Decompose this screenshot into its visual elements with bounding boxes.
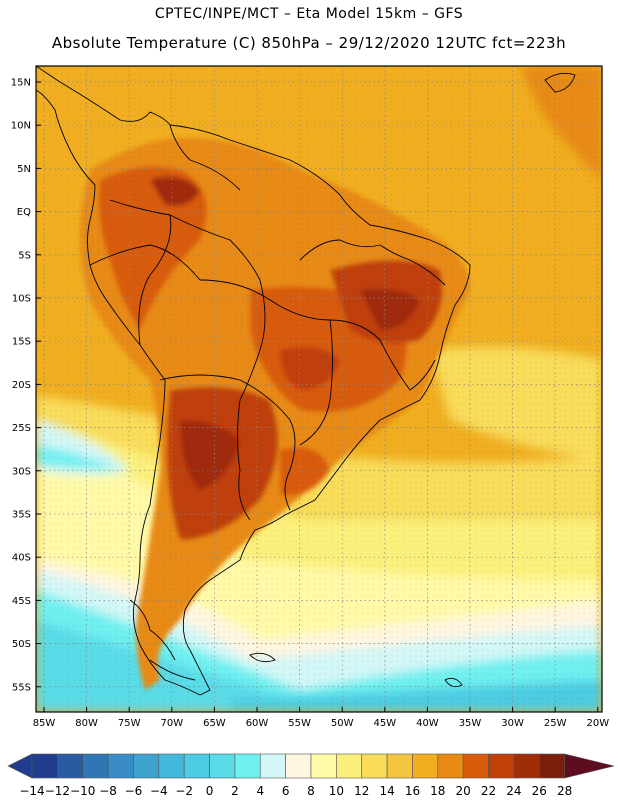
lon-label: 65W [203,718,226,729]
lon-label: 45W [373,718,396,729]
colorbar-arrow-low [7,753,33,779]
colorbar-swatch [462,753,489,779]
colorbar-swatch [437,753,464,779]
lat-label: 10N [11,121,31,132]
colorbar-label: −10 [70,784,95,798]
colorbar-swatch [412,753,439,779]
colorbar-swatch [310,753,337,779]
lat-label: 5N [17,164,31,175]
lon-label: 80W [75,718,98,729]
lat-label: 25S [12,423,31,434]
colorbar-swatch [259,753,286,779]
colorbar-label: −2 [175,784,193,798]
plot-frame [35,65,603,713]
colorbar-swatch [538,753,565,779]
lon-label: 55W [288,718,311,729]
lon-label: 50W [331,718,354,729]
lat-label: 15S [12,337,31,348]
colorbar-label: 2 [231,784,239,798]
lon-label: 75W [118,718,141,729]
lon-label: 35W [459,718,482,729]
lon-label: 20W [586,718,609,729]
colorbar-swatch [183,753,210,779]
colorbar-swatch [488,753,515,779]
latitude-labels: 15N 10N 5N EQ 5S 10S 15S 20S 25S 30S 35S 40S 45S 50S 5… [11,78,41,693]
lat-label: 50S [12,639,31,650]
colorbar-label: 8 [307,784,315,798]
lon-label: 85W [33,718,56,729]
lon-label: 70W [160,718,183,729]
colorbar-swatch [107,753,134,779]
colorbar-swatch [57,753,84,779]
lat-label: 10S [12,294,31,305]
lat-label: 5S [18,250,31,261]
colorbar-swatch [234,753,261,779]
colorbar-label: 26 [532,784,547,798]
colorbar-swatch [386,753,413,779]
colorbar-labels: −14 −12 −10 −8 −6 −4 −2 0 2 4 6 8 10 12 14 16 18 20 22 24 26… [19,784,572,798]
colorbar-arrow-high [564,753,615,779]
map-subtitle: Absolute Temperature (C) 850hPa – 29/12/… [51,34,567,52]
colorbar-label: 22 [481,784,496,798]
colorbar-label: 0 [206,784,214,798]
lon-label: 30W [501,718,524,729]
lat-label: EQ [17,207,31,218]
colorbar-swatch [158,753,185,779]
lat-label: 35S [12,510,31,521]
colorbar [7,753,615,779]
colorbar-label: 16 [405,784,420,798]
colorbar-swatch [361,753,388,779]
lon-label: 60W [246,718,269,729]
colorbar-swatch [133,753,160,779]
colorbar-swatch [336,753,363,779]
longitude-labels: 85W 80W 75W 70W 65W 60W 55W 50W 45W 40W 35W 30W 25W 2… [33,707,609,729]
lon-label: 25W [544,718,567,729]
colorbar-label: 10 [329,784,344,798]
colorbar-label: 20 [456,784,471,798]
lat-label: 45S [12,596,31,607]
lat-label: 40S [12,553,31,564]
colorbar-label: −6 [125,784,143,798]
colorbar-label: −14 [19,784,44,798]
colorbar-label: −4 [150,784,168,798]
colorbar-label: 6 [282,784,290,798]
lat-label: 55S [12,682,31,693]
lat-label: 30S [12,466,31,477]
temperature-field [36,66,602,712]
lat-label: 15N [11,78,31,89]
colorbar-label: 24 [506,784,521,798]
colorbar-swatch [31,753,58,779]
colorbar-swatch [513,753,540,779]
coastlines [36,66,576,696]
colorbar-swatch [82,753,109,779]
colorbar-label: 12 [354,784,369,798]
colorbar-swatch [285,753,312,779]
colorbar-label: 4 [256,784,264,798]
map-title: CPTEC/INPE/MCT – Eta Model 15km – GFS [154,6,464,22]
colorbar-label: −8 [99,784,117,798]
lat-label: 20S [12,380,31,391]
lon-label: 40W [416,718,439,729]
colorbar-label: 18 [430,784,445,798]
colorbar-label: −12 [45,784,70,798]
colorbar-label: 28 [557,784,572,798]
colorbar-label: 14 [379,784,394,798]
colorbar-swatch [209,753,236,779]
